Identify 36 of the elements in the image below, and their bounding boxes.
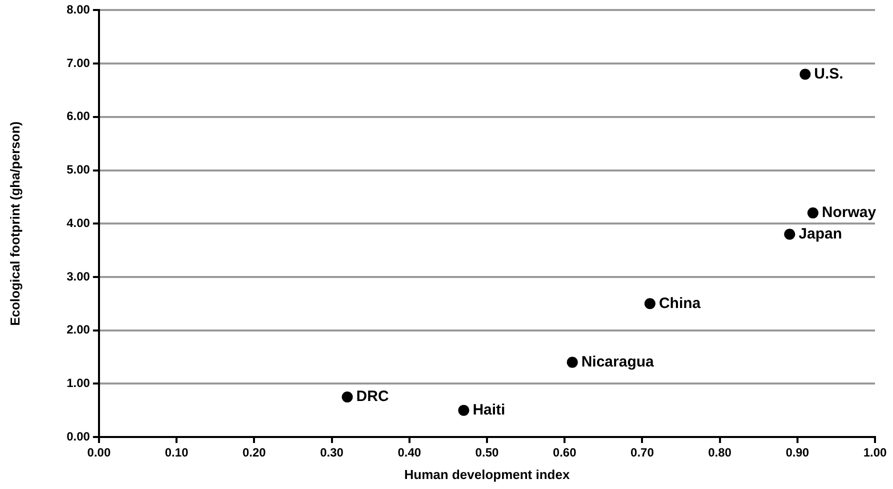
point (800, 68, 811, 80)
y-tick-label: 6.00 (66, 109, 90, 124)
point (458, 404, 470, 416)
point (784, 228, 796, 240)
annotation: Haiti (472, 401, 506, 418)
annotation: Japan (798, 225, 842, 242)
y-tick-label: 0.00 (66, 429, 90, 444)
x-tick-label: 0.90 (786, 446, 810, 460)
x-tick-label: 0.50 (475, 446, 499, 460)
x-tick-label: 0.00 (87, 446, 111, 460)
point (644, 298, 656, 310)
x-tick-label: 0.30 (320, 446, 344, 460)
y-tick-label: 7.00 (66, 56, 90, 70)
x-tick-label: 0.80 (708, 446, 732, 460)
x-tick-label: 0.70 (630, 446, 654, 460)
y-tick-label: 4.00 (66, 216, 90, 230)
annotation: DRC (356, 388, 389, 406)
annotation: Nicaragua (581, 353, 655, 370)
x-tick-label: 0.20 (242, 446, 266, 460)
y-tick-label: 5.00 (66, 162, 90, 177)
y-tick-label: 2.00 (66, 322, 90, 337)
x-tick-label: 0.40 (398, 446, 422, 460)
x-tick-label: 1.00 (863, 446, 887, 460)
annotation: U.S. (814, 65, 844, 82)
annotation: Norway (822, 204, 877, 222)
x-axis-title: Human development index (404, 466, 570, 482)
annotation: China (658, 294, 702, 312)
point (342, 391, 353, 402)
y-tick-label: 1.00 (66, 376, 90, 390)
point (566, 356, 578, 368)
y-tick-label: 8.00 (66, 2, 90, 17)
y-axis-title: Ecological footprint (gha/person) (7, 121, 22, 326)
point (807, 207, 818, 218)
y-tick-label: 3.00 (66, 269, 90, 284)
x-tick-label: 0.60 (552, 446, 577, 460)
x-tick-label: 0.10 (164, 446, 189, 460)
